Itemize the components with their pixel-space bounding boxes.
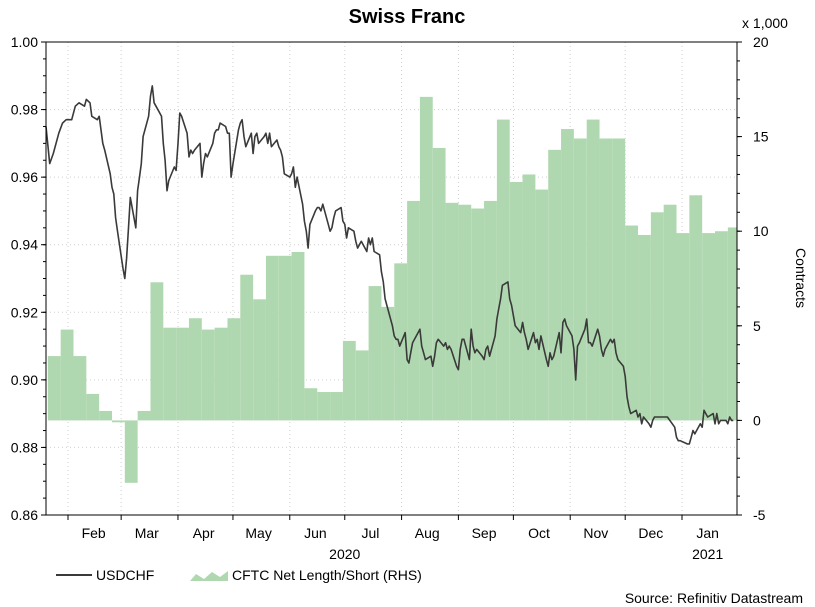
cftc-step <box>650 212 664 421</box>
cftc-step <box>407 200 420 421</box>
x-month-label: Jun <box>304 525 327 541</box>
x-month-label: Oct <box>528 525 550 541</box>
usdchf-line-layer <box>45 85 734 445</box>
right-axis-unit-label: x 1,000 <box>742 15 788 31</box>
x-month-label: Aug <box>415 525 440 541</box>
x-month-label: May <box>245 525 271 541</box>
cftc-step <box>253 299 266 421</box>
cftc-step <box>612 138 626 421</box>
left-tick-label: 0.92 <box>11 304 38 320</box>
cftc-step <box>432 147 446 421</box>
right-tick-label: 20 <box>753 34 769 50</box>
usdchf-line <box>45 85 734 445</box>
cftc-step <box>124 420 138 483</box>
cftc-step <box>586 119 600 421</box>
cftc-step <box>111 420 125 423</box>
cftc-step <box>419 96 433 421</box>
cftc-step <box>240 274 254 421</box>
chart-title: Swiss Franc <box>349 6 466 28</box>
cftc-step <box>304 388 318 421</box>
cftc-step <box>535 189 549 421</box>
source-note: Source: Refinitiv Datastream <box>625 590 803 606</box>
cftc-step <box>150 282 164 421</box>
left-tick-label: 0.90 <box>11 372 38 388</box>
right-axis-label: Contracts <box>793 248 809 308</box>
x-month-label: Mar <box>135 525 159 541</box>
left-y-axis: 0.86 0.88 0.90 0.92 0.94 0.96 0.98 1.00 <box>11 34 46 523</box>
x-month-label: Dec <box>638 525 663 541</box>
cftc-step <box>291 252 305 421</box>
cftc-step <box>60 329 74 421</box>
right-y-axis: -5 0 5 10 15 20 <box>737 34 769 523</box>
cftc-step <box>73 356 87 421</box>
left-tick-label: 1.00 <box>11 34 38 50</box>
cftc-step <box>330 392 343 421</box>
cftc-step <box>86 393 100 421</box>
left-tick-label: 0.98 <box>11 102 38 118</box>
cftc-step <box>496 119 510 421</box>
cftc-area-layer <box>47 96 737 483</box>
cftc-step <box>599 138 613 421</box>
x-month-label: Feb <box>82 525 106 541</box>
right-tick-label: 5 <box>753 318 761 334</box>
cftc-step <box>368 286 382 421</box>
left-tick-label: 0.86 <box>11 507 38 523</box>
cftc-step <box>381 306 395 421</box>
cftc-step <box>99 410 112 421</box>
cftc-step <box>522 174 536 421</box>
cftc-step <box>702 233 716 421</box>
x-month-label: Sep <box>472 525 497 541</box>
cftc-step <box>689 195 703 421</box>
x-month-label: Apr <box>193 525 215 541</box>
x-year-label: 2021 <box>692 546 723 562</box>
cftc-step <box>445 202 459 421</box>
cftc-step <box>176 327 189 421</box>
legend-cftc-label: CFTC Net Length/Short (RHS) <box>232 567 422 583</box>
cftc-step <box>188 318 202 421</box>
cftc-step <box>509 182 523 421</box>
left-tick-label: 0.94 <box>11 237 38 253</box>
x-month-label: Jul <box>361 525 379 541</box>
x-year-label: 2020 <box>329 546 360 562</box>
x-axis: Feb Mar Apr May Jun Jul Aug Sep Oct Nov Dec Jan 2020… <box>67 515 723 562</box>
cftc-step <box>561 129 574 421</box>
x-month-label: Nov <box>583 525 608 541</box>
cftc-step <box>548 149 562 421</box>
cftc-step <box>715 231 728 421</box>
cftc-step <box>676 233 690 421</box>
cftc-step <box>342 340 356 421</box>
cftc-step <box>484 200 497 421</box>
right-tick-label: -5 <box>753 507 766 523</box>
cftc-step <box>458 204 472 421</box>
cftc-step <box>47 356 61 421</box>
cftc-step <box>317 392 331 421</box>
cftc-step <box>355 350 369 421</box>
cftc-step <box>625 225 639 421</box>
cftc-step <box>663 204 677 421</box>
cftc-step <box>265 255 279 421</box>
cftc-step <box>471 208 485 421</box>
cftc-step <box>278 255 292 421</box>
legend: USDCHF CFTC Net Length/Short (RHS) <box>56 567 422 583</box>
left-tick-label: 0.88 <box>11 439 38 455</box>
cftc-step <box>727 227 737 421</box>
left-tick-label: 0.96 <box>11 169 38 185</box>
x-month-label: Jan <box>696 525 719 541</box>
right-tick-label: 15 <box>753 129 769 145</box>
cftc-step <box>201 329 215 421</box>
cftc-step <box>638 234 651 421</box>
cftc-step <box>137 410 151 421</box>
right-tick-label: 0 <box>753 412 761 428</box>
cftc-step <box>163 327 177 421</box>
right-tick-label: 10 <box>753 223 769 239</box>
cftc-step <box>214 327 228 421</box>
cftc-step <box>227 318 241 421</box>
legend-usdchf-label: USDCHF <box>96 567 154 583</box>
legend-cftc-swatch <box>190 571 228 581</box>
